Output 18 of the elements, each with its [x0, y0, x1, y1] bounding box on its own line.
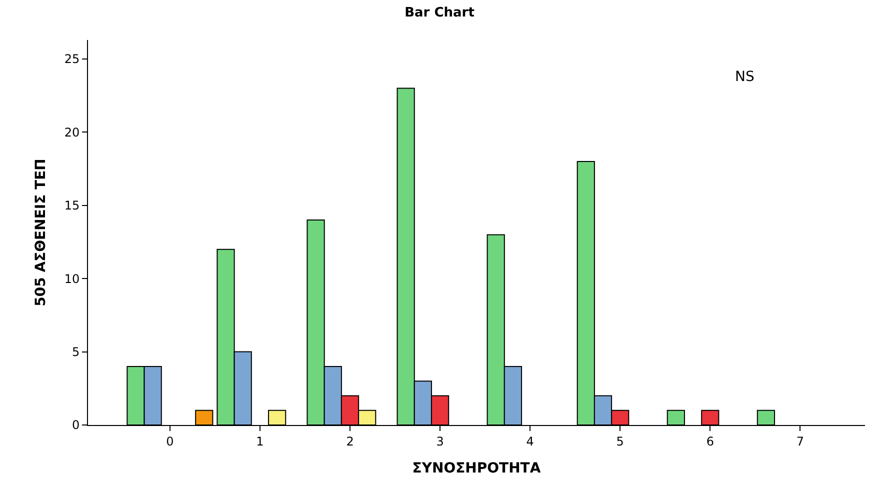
x-tick-label: 2 [346, 434, 354, 448]
chart-title: Bar Chart [404, 5, 474, 20]
x-tick-label: 5 [616, 434, 624, 448]
x-tick-label: 3 [436, 434, 444, 448]
y-tick-label: 0 [72, 418, 80, 432]
y-tick-label: 10 [64, 272, 80, 286]
x-tick-label: 1 [256, 434, 264, 448]
x-tick-label: 6 [706, 434, 714, 448]
annotation: NS [735, 69, 754, 85]
y-tick-label: 25 [64, 52, 80, 66]
x-tick-label: 7 [796, 434, 804, 448]
y-axis-title: 505 ΑΣΘΕΝΕΙΣ ΤΕΠ [32, 158, 49, 306]
y-tick-label: 20 [64, 125, 80, 140]
x-axis-title: ΣΥΝΟΣΗΡΟΤΗΤΑ [412, 460, 541, 477]
x-tick-label: 4 [526, 434, 534, 448]
x-tick-label: 0 [166, 434, 174, 448]
y-tick-label: 15 [64, 198, 80, 213]
y-tick-label: 5 [72, 345, 80, 360]
